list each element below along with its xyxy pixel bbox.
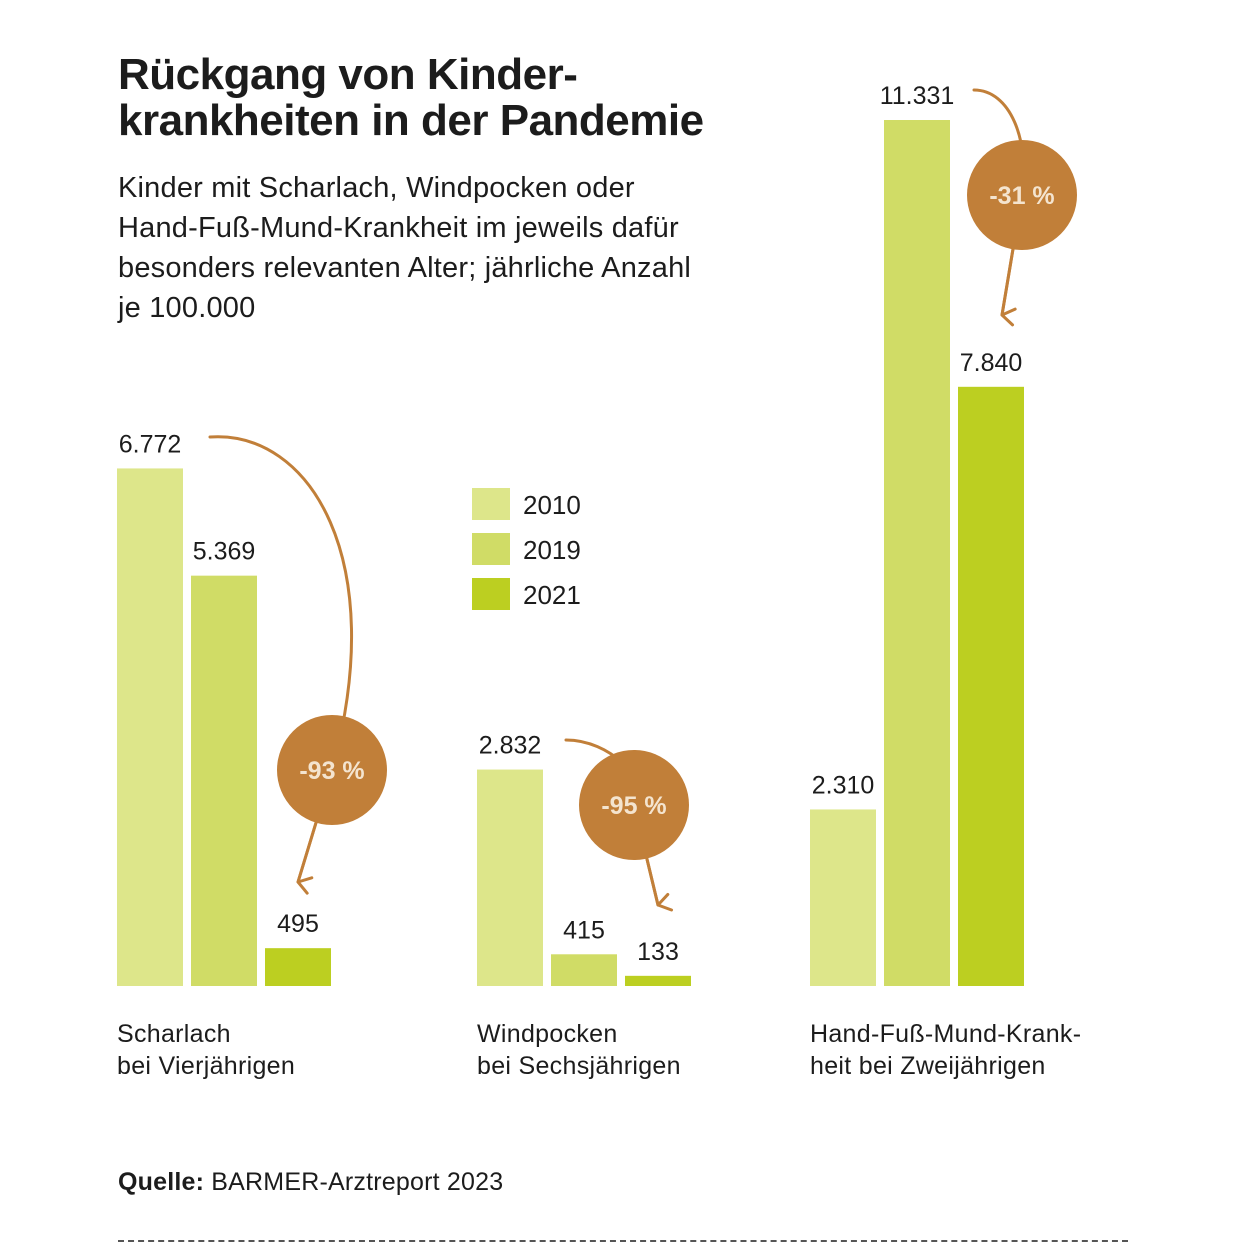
value-label-1-2010: 2.832 [479, 732, 542, 760]
bar-0-2010 [117, 468, 183, 986]
legend-swatch-2021 [472, 578, 510, 610]
legend-swatch-2019 [472, 533, 510, 565]
bars-group [117, 120, 1024, 986]
value-label-0-2010: 6.772 [119, 430, 182, 458]
legend-swatch-2010 [472, 488, 510, 520]
value-label-2-2021: 7.840 [960, 349, 1023, 377]
category-label-scharlach: Scharlach bei Vierjährigen [117, 1020, 296, 1080]
chart-title: Rückgang von Kinder- krankheiten in der … [118, 50, 704, 145]
bar-2-2010 [810, 809, 876, 986]
change-badge-label-1: -95 % [601, 792, 666, 820]
change-badge-0 [277, 715, 387, 825]
value-label-2-2010: 2.310 [812, 771, 875, 799]
change-arrow-0 [208, 435, 354, 895]
change-badge-1 [579, 750, 689, 860]
bar-2-2021 [958, 386, 1024, 986]
bar-1-2010 [477, 769, 543, 986]
change-badge-label-0: -93 % [299, 757, 364, 785]
value-labels-group: 6.772 2.832 2.310 5.369 415 11.331 495 133 7.840 [119, 82, 1023, 966]
legend-label-2010: 2010 [523, 490, 581, 520]
legend-label-2019: 2019 [523, 535, 581, 565]
change-badge-2 [967, 140, 1077, 250]
source-label: Quelle: [118, 1168, 205, 1196]
bar-2-2019 [884, 120, 950, 986]
value-label-0-2019: 5.369 [193, 538, 256, 566]
value-label-0-2021: 495 [277, 910, 319, 938]
category-label-hfmk: Hand-Fuß-Mund-Krank- heit bei Zweijährig… [810, 1020, 1082, 1080]
value-label-1-2021: 133 [637, 938, 679, 966]
bar-1-2019 [551, 954, 617, 986]
change-badge-label-2: -31 % [989, 182, 1054, 210]
bar-0-2021 [265, 948, 331, 986]
value-label-1-2019: 415 [563, 916, 605, 944]
bar-1-2021 [625, 975, 691, 986]
value-label-2-2019: 11.331 [880, 82, 955, 110]
source-text: BARMER-Arztreport 2023 [204, 1168, 504, 1196]
divider [118, 1240, 1128, 1242]
legend: 2010 2019 2021 [472, 488, 581, 610]
source-line: Quelle: BARMER-Arztreport 2023 [118, 1168, 503, 1197]
bar-0-2019 [191, 575, 257, 986]
chart-subtitle: Kinder mit Scharlach, Windpocken oder Ha… [118, 172, 692, 324]
change-badges: -93 % -95 % -31 % [277, 140, 1077, 860]
category-label-windpocken: Windpocken bei Sechsjährigen [477, 1020, 681, 1080]
legend-label-2021: 2021 [523, 580, 581, 610]
